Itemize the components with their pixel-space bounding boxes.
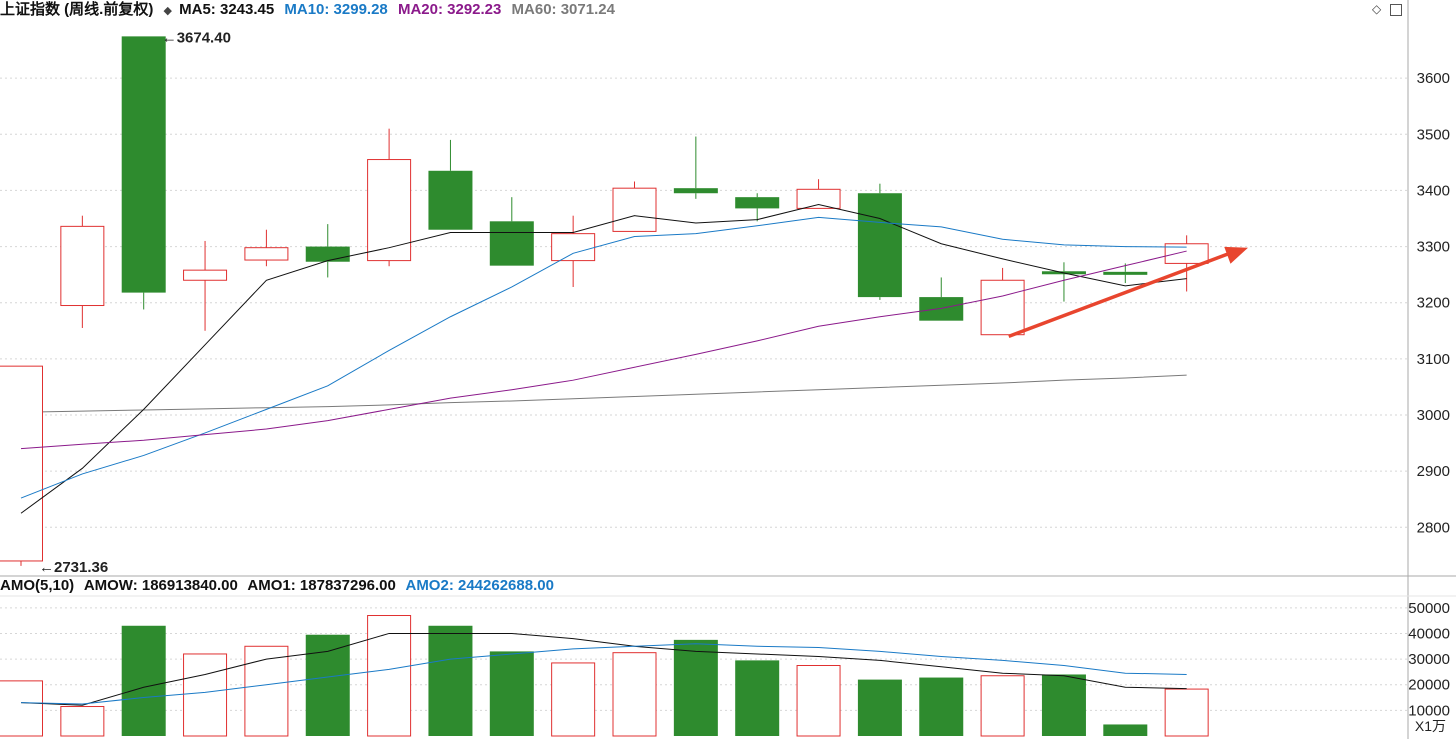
diamond-bullet-icon: ◆ bbox=[163, 5, 172, 17]
diamond-icon[interactable]: ◇ bbox=[1372, 2, 1382, 16]
volume-bar-up bbox=[244, 645, 289, 737]
volume-title: AMO(5,10) bbox=[0, 577, 75, 594]
volume-bar-up bbox=[183, 653, 228, 737]
chart-title: 上证指数 (周线.前复权) bbox=[0, 1, 154, 18]
ma10-line bbox=[20, 216, 1187, 499]
volume-bar-down bbox=[1041, 674, 1086, 736]
volume-bar-up bbox=[367, 615, 412, 737]
volume-bars bbox=[0, 615, 1209, 737]
price-tick-label: 3300 bbox=[1417, 239, 1450, 256]
candle-body-up bbox=[551, 233, 596, 262]
volume-bar-up bbox=[551, 662, 596, 737]
price-annotations: ←3674.40 ←2731.36 bbox=[39, 29, 231, 575]
volume-tick-label: 20000 bbox=[1408, 677, 1450, 694]
volume-bar-up bbox=[1164, 688, 1209, 737]
volume-average-lines bbox=[20, 632, 1187, 706]
amo2-line bbox=[20, 643, 1187, 705]
price-legend: 上证指数 (周线.前复权) ◆ MA5: 3243.45 MA10: 3299.… bbox=[0, 0, 621, 20]
ma60-line bbox=[20, 374, 1187, 413]
candle-body-down bbox=[673, 188, 718, 194]
candle-body-up bbox=[244, 247, 289, 261]
volume-bar-up bbox=[60, 706, 105, 737]
volume-bar-up bbox=[980, 675, 1025, 737]
volume-bar-down bbox=[673, 639, 718, 736]
ma20-label: MA20: 3292.23 bbox=[397, 1, 502, 18]
volume-legend: AMO(5,10) AMOW: 186913840.00 AMO1: 18783… bbox=[0, 576, 560, 596]
moving-average-lines bbox=[20, 203, 1187, 514]
volume-bar-down bbox=[305, 634, 350, 736]
volume-bar-down bbox=[919, 677, 964, 736]
candle-body-down bbox=[1103, 271, 1148, 275]
ma10-label: MA10: 3299.28 bbox=[284, 1, 388, 18]
ma60-line bbox=[20, 374, 1187, 413]
price-tick-label: 3000 bbox=[1417, 407, 1450, 424]
price-tick-label: 2900 bbox=[1417, 463, 1450, 480]
ma60-label: MA60: 3071.24 bbox=[511, 1, 615, 18]
maximize-icon[interactable] bbox=[1390, 4, 1402, 16]
price-tick-label: 3200 bbox=[1417, 295, 1450, 312]
candle-body-up bbox=[60, 225, 105, 307]
candle-body-up bbox=[367, 159, 412, 262]
candle-body-down bbox=[305, 246, 350, 262]
volume-bar-up bbox=[796, 665, 841, 737]
volume-tick-label: 50000 bbox=[1408, 600, 1450, 617]
price-gridlines bbox=[0, 77, 1408, 528]
volume-bar-down bbox=[857, 679, 902, 736]
volume-tick-label: 10000 bbox=[1408, 702, 1450, 719]
price-tick-label: 3600 bbox=[1417, 70, 1450, 87]
amo2-label: AMO2: 244262688.00 bbox=[405, 577, 554, 594]
candle-body-up bbox=[1164, 243, 1209, 264]
candle-body-up bbox=[183, 269, 228, 281]
price-axis: 2800 2900 3000 3100 3200 3300 3400 3500 3600 bbox=[1417, 70, 1450, 536]
candlesticks bbox=[0, 36, 1209, 566]
candle-body-up bbox=[980, 279, 1025, 336]
trend-arrow bbox=[1008, 246, 1248, 339]
amo1-label: AMO1: 187837296.00 bbox=[247, 577, 396, 594]
candle-body-up bbox=[0, 365, 43, 562]
candle-body-down bbox=[121, 36, 166, 293]
volume-bar-down bbox=[735, 660, 780, 736]
price-tick-label: 3500 bbox=[1417, 126, 1450, 143]
candle-body-down bbox=[919, 297, 964, 321]
price-tick-label: 3100 bbox=[1417, 351, 1450, 368]
trend-arrow-shaft bbox=[1008, 250, 1235, 339]
ma5-line bbox=[20, 203, 1187, 514]
volume-tick-label: 40000 bbox=[1408, 625, 1450, 642]
candle-body-down bbox=[489, 221, 534, 266]
price-annotation: ←3674.40 bbox=[162, 29, 231, 46]
candle-body-up bbox=[796, 188, 841, 209]
volume-bar-up bbox=[0, 680, 43, 737]
volume-bar-down bbox=[489, 651, 534, 736]
candle-body-down bbox=[857, 193, 902, 298]
price-tick-label: 2800 bbox=[1417, 519, 1450, 536]
amo1-line bbox=[20, 632, 1187, 706]
volume-bar-down bbox=[121, 625, 166, 736]
volume-bar-down bbox=[428, 625, 473, 736]
amow-label: AMOW: 186913840.00 bbox=[83, 577, 238, 594]
volume-bar-up bbox=[612, 652, 657, 737]
candle-body-up bbox=[612, 187, 657, 232]
volume-bar-down bbox=[1103, 724, 1148, 736]
volume-unit-label: X1万 bbox=[1412, 716, 1448, 736]
ma5-label: MA5: 3243.45 bbox=[179, 1, 275, 18]
volume-axis: 10000 20000 30000 40000 50000 bbox=[1408, 600, 1450, 720]
volume-tick-label: 30000 bbox=[1408, 651, 1450, 668]
price-annotation: ←2731.36 bbox=[39, 559, 108, 576]
candle-body-down bbox=[735, 197, 780, 209]
ma20-line bbox=[20, 250, 1187, 450]
trend-arrow-head bbox=[1224, 246, 1248, 264]
candle-body-down bbox=[428, 170, 473, 230]
price-tick-label: 3400 bbox=[1417, 182, 1450, 199]
